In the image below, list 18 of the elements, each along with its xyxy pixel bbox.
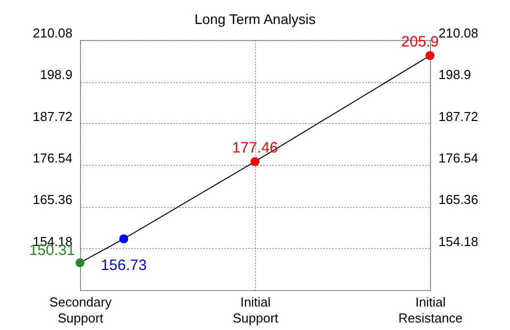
data-label: 205.9	[401, 34, 439, 51]
y2-tick-label: 210.08	[438, 26, 478, 40]
y2-tick-label: 176.54	[438, 150, 478, 166]
y2-tick-label: 187.72	[438, 108, 478, 124]
y-tick-label: 176.54	[32, 150, 72, 166]
x-tick-label: Initial Support	[232, 294, 279, 326]
y2-tick-label: 165.36	[438, 192, 478, 208]
y2-tick-label: 154.18	[438, 234, 478, 249]
data-label: 177.46	[232, 140, 278, 157]
y-tick-label: 187.72	[32, 108, 72, 124]
chart-title: Long Term Analysis	[194, 11, 316, 27]
y-tick-label: 198.9	[40, 67, 72, 82]
x-tick-label: Secondary Support	[49, 294, 112, 326]
y-tick-label: 165.36	[32, 192, 72, 208]
y-tick-label: 210.08	[32, 26, 72, 40]
data-label: 156.73	[100, 256, 147, 274]
x-tick-label: Initial Resistance	[398, 294, 463, 326]
y2-tick-label: 198.9	[438, 67, 472, 82]
